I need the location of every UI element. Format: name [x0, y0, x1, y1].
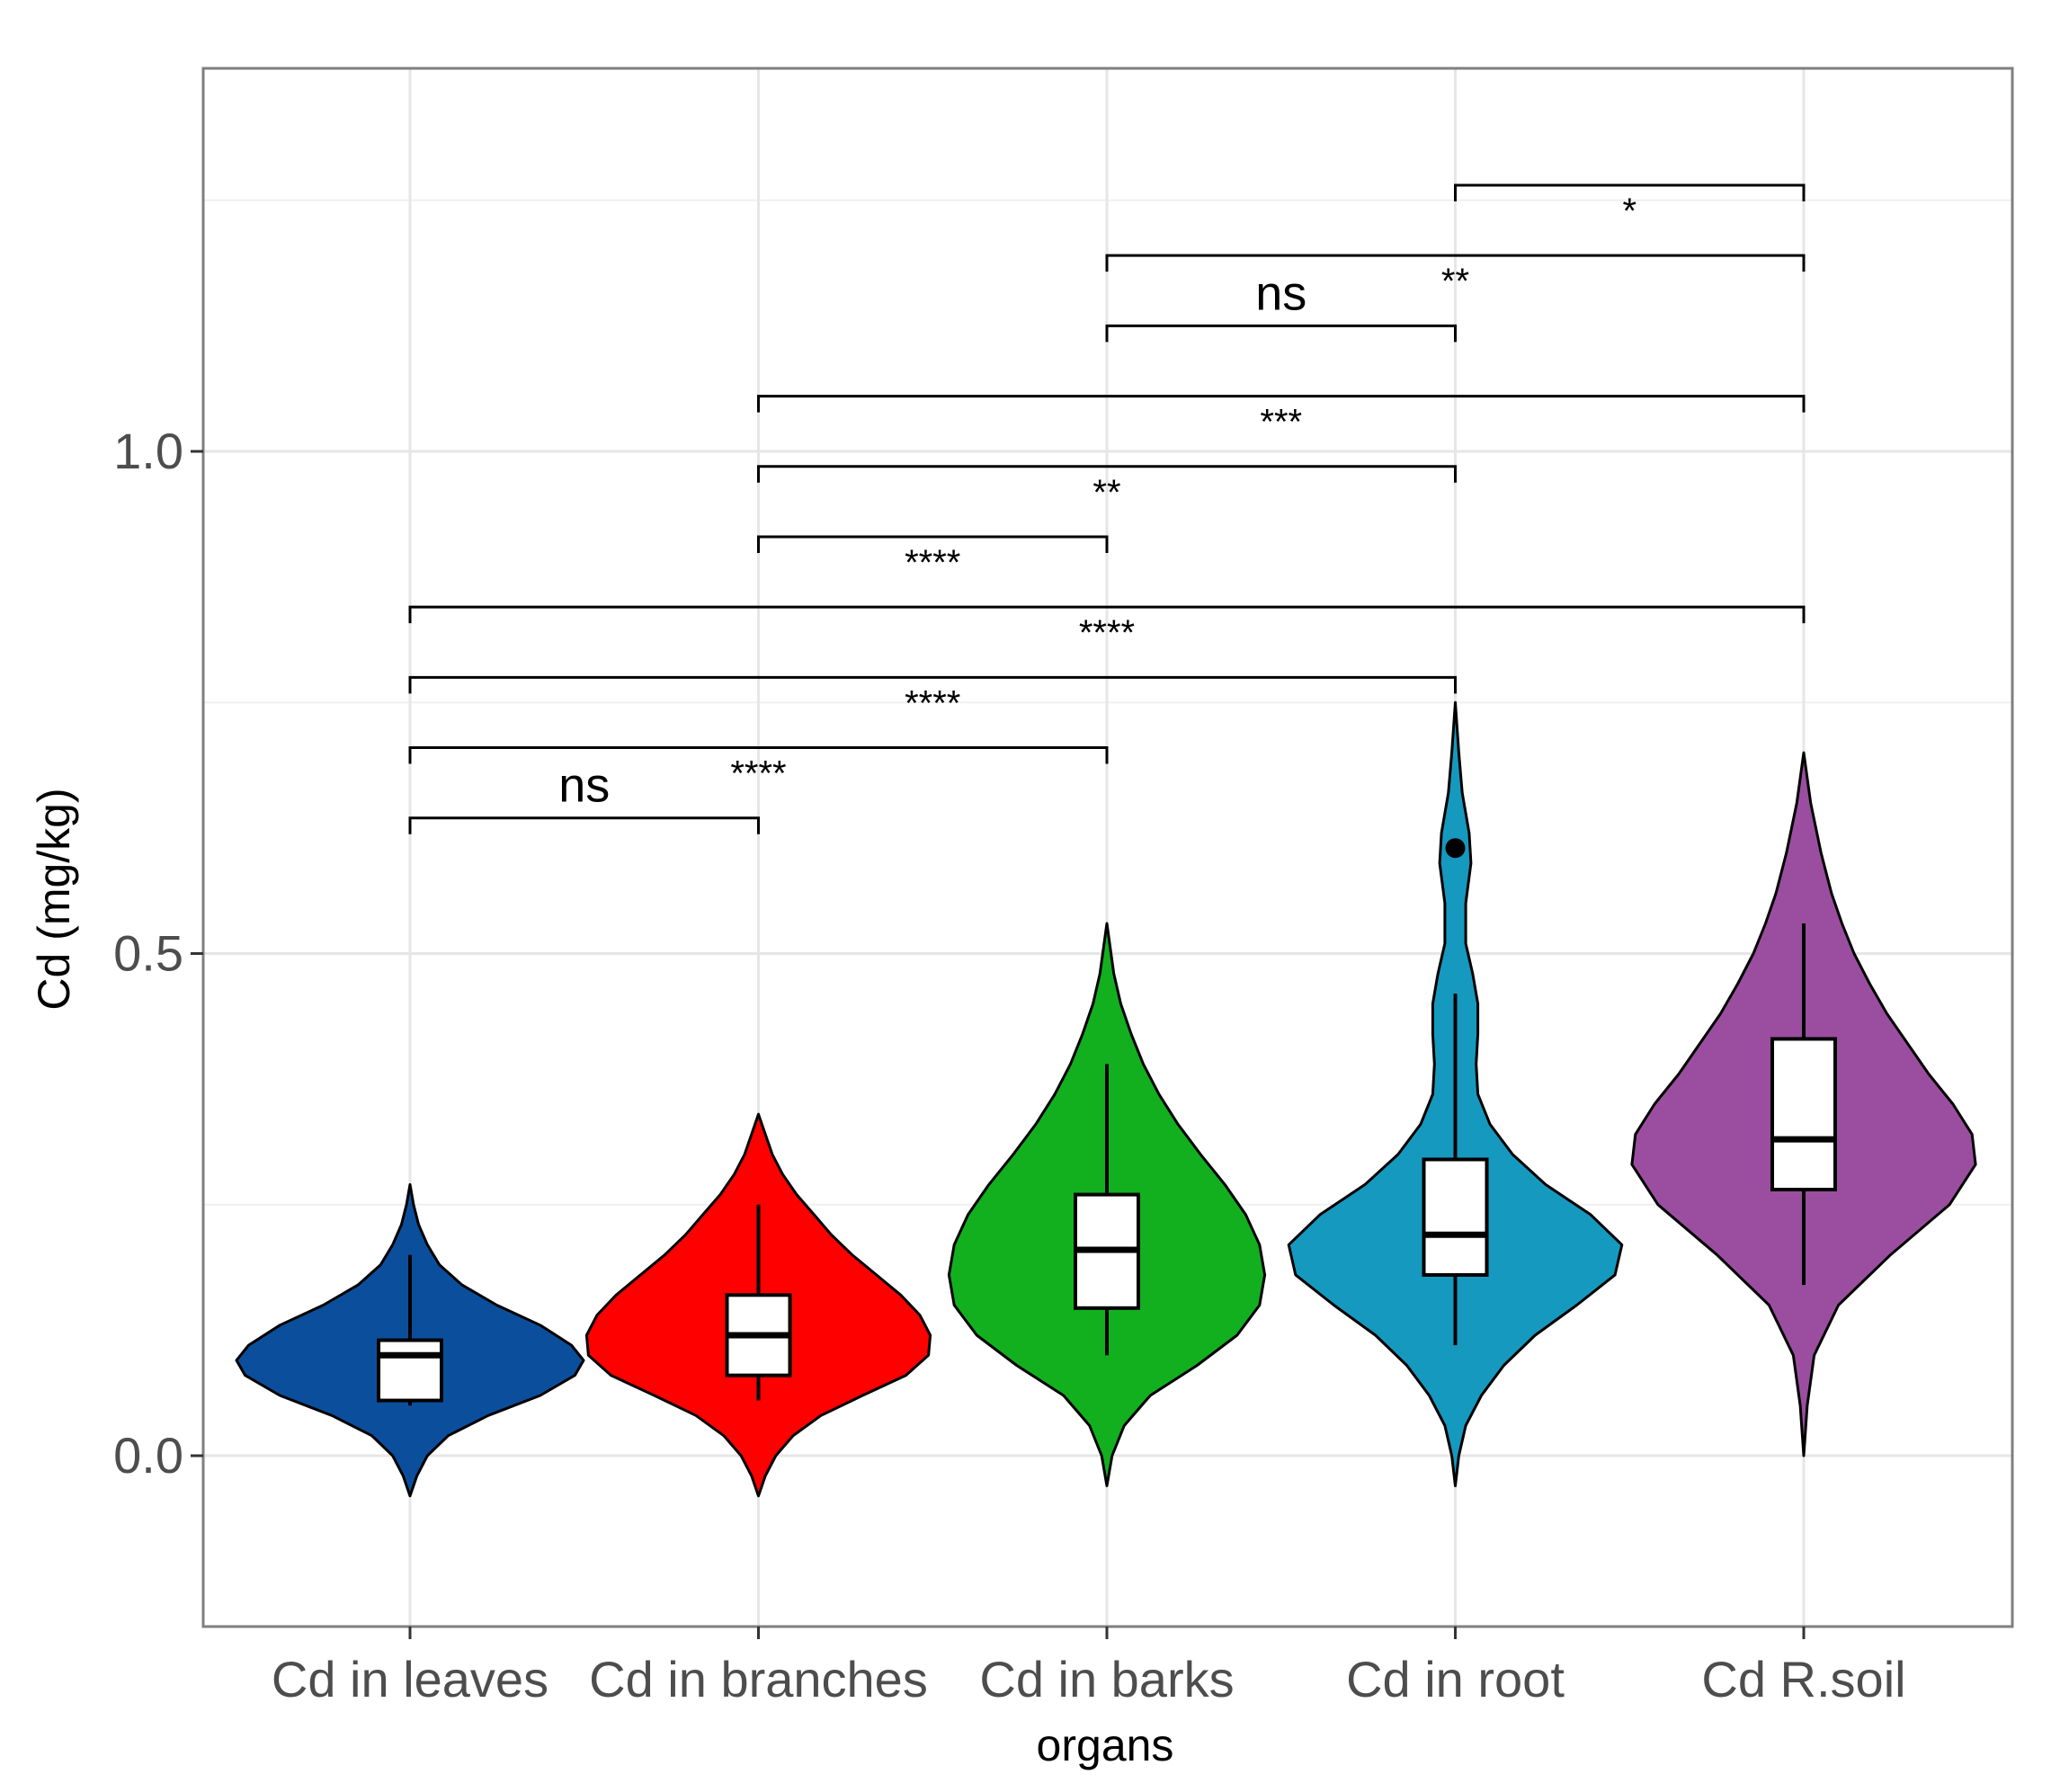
bracket-0-4	[408, 605, 1806, 624]
significance-label-1-2: ****	[905, 543, 960, 583]
significance-label-3-4: *	[1622, 192, 1636, 231]
significance-label-1-4: ***	[1260, 403, 1302, 442]
significance-label-0-2: ****	[730, 754, 786, 794]
bracket-1-3	[757, 465, 1457, 483]
box-cd-in-root	[1422, 1157, 1489, 1277]
significance-label-0-3: ****	[905, 683, 960, 723]
y-axis-title: Cd (mg/kg)	[29, 788, 79, 1010]
outlier-point-cd-in-root	[1445, 838, 1466, 859]
bracket-1-4	[757, 395, 1806, 413]
bracket-0-2	[408, 746, 1109, 764]
axes: 0.0 0.5 1.0 Cd in leaves Cd in branches Cd in…	[113, 423, 1905, 1707]
significance-label-2-3: ns	[1255, 266, 1306, 320]
bracket-1-2	[757, 535, 1109, 553]
x-axis-title: organs	[1037, 1720, 1174, 1770]
box-cd-in-leaves	[377, 1338, 443, 1403]
bracket-0-1	[408, 816, 760, 834]
x-tick-label: Cd in branches	[589, 1651, 928, 1707]
violins	[235, 700, 1977, 1498]
x-tick-label: Cd R.soil	[1701, 1651, 1905, 1707]
y-tick-label: 1.0	[113, 423, 183, 479]
significance-brackets: ns *********************ns ***	[408, 183, 1806, 834]
y-tick-label: 0.5	[113, 925, 183, 982]
box-cd-r-soil	[1770, 1037, 1837, 1191]
x-tick-label: Cd in leaves	[272, 1651, 548, 1707]
significance-label-2-4: **	[1441, 262, 1469, 301]
bracket-3-4	[1454, 183, 1806, 201]
x-tick-label: Cd in root	[1346, 1651, 1565, 1707]
x-tick-label: Cd in barks	[979, 1651, 1234, 1707]
significance-label-0-1: ns	[558, 759, 610, 813]
significance-label-1-3: **	[1092, 473, 1120, 513]
y-tick-label: 0.0	[113, 1427, 183, 1484]
bracket-2-3	[1105, 324, 1457, 343]
bracket-0-3	[408, 675, 1457, 694]
significance-label-0-4: ****	[1079, 613, 1135, 653]
bracket-2-4	[1105, 254, 1806, 272]
